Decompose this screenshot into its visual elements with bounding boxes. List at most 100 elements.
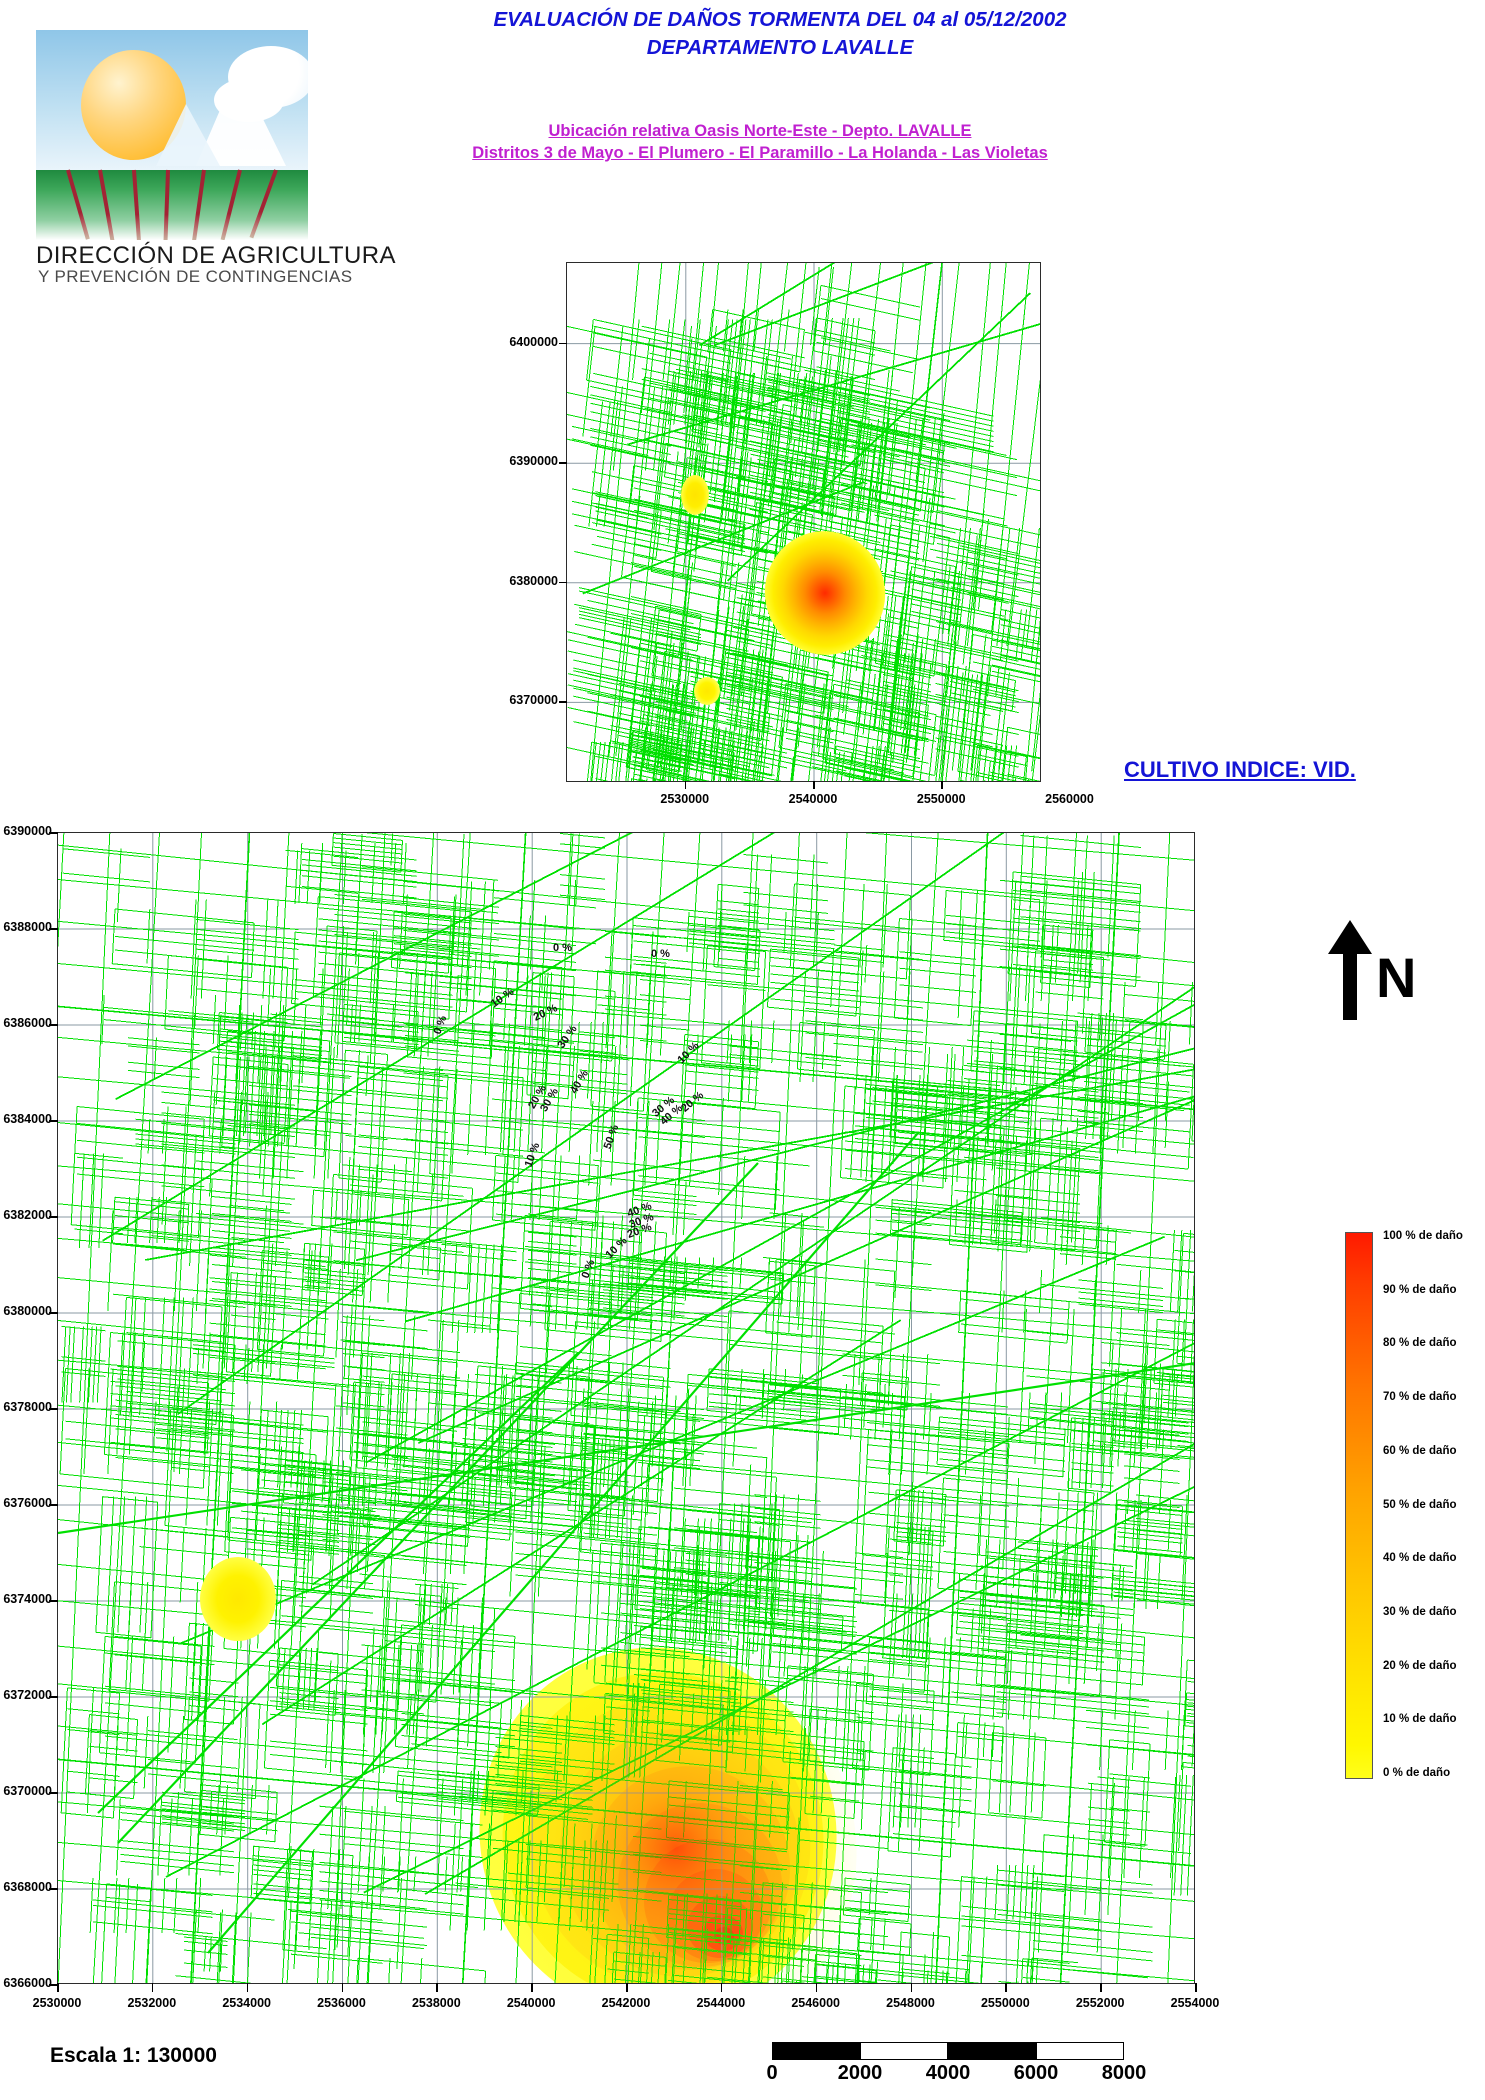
- main-y-tick: [49, 1888, 58, 1890]
- main-y-tick-label: 6390000: [3, 824, 52, 838]
- main-y-tick: [49, 1984, 58, 1986]
- inset-x-tick: [684, 781, 687, 789]
- main-y-tick: [49, 1024, 58, 1026]
- scale-bar-tick-label: 8000: [1101, 2062, 1147, 2084]
- main-x-tick-label: 2538000: [411, 1996, 461, 2010]
- main-x-tick: [910, 1983, 913, 1992]
- main-x-tick-label: 2540000: [506, 1996, 556, 2010]
- legend-entry-label: 90 % de daño: [1383, 1283, 1457, 1296]
- legend-color-bar: [1345, 1232, 1373, 1779]
- subtitle-line-1: Ubicación relativa Oasis Norte-Este - De…: [548, 122, 972, 140]
- main-x-tick: [1005, 1983, 1007, 1992]
- logo-title-line1: DIRECCIÓN DE AGRICULTURA: [36, 242, 396, 269]
- road-line: [207, 1132, 919, 1954]
- main-x-tick-label: 2544000: [696, 1996, 746, 2010]
- main-y-tick: [49, 1504, 58, 1506]
- main-y-tick: [49, 1120, 58, 1122]
- inset-x-tick-label: 2560000: [1045, 792, 1094, 806]
- road-line: [97, 1352, 579, 1814]
- main-x-tick-label: 2548000: [886, 1996, 935, 2010]
- main-y-tick-label: 6382000: [3, 1208, 52, 1222]
- scale-bar-tick-label: 4000: [925, 2062, 971, 2084]
- inset-y-tick-label: 6370000: [509, 693, 558, 708]
- legend-entry-label: 60 % de daño: [1383, 1444, 1457, 1457]
- damage-blob: [764, 531, 886, 655]
- main-map-canvas: [58, 833, 1194, 1983]
- legend-entry-label: 30 % de daño: [1383, 1605, 1457, 1618]
- road-line: [117, 1162, 759, 1844]
- north-arrow-label: N: [1376, 946, 1417, 1009]
- scale-bar-segment: [948, 2042, 1036, 2060]
- main-y-tick-label: 6380000: [3, 1304, 52, 1318]
- scale-bar: 0 2000 4000 6000 8000: [766, 2042, 1146, 2094]
- main-x-tick-label: 2530000: [32, 1996, 82, 2010]
- main-x-tick: [151, 1983, 154, 1992]
- main-y-tick: [49, 832, 58, 834]
- legend-entry-label: 80 % de daño: [1383, 1337, 1457, 1350]
- main-damage-map: 0 %0 %0 %10 %20 %0 %30 %10 %40 %20 %30 %…: [57, 832, 1195, 1984]
- main-x-tick: [626, 1983, 628, 1992]
- damage-blob: [200, 1557, 276, 1641]
- main-x-tick: [57, 1983, 59, 1992]
- main-x-tick: [436, 1983, 438, 1992]
- legend-entry-label: 10 % de daño: [1383, 1713, 1457, 1726]
- road-line: [58, 1362, 1194, 1535]
- main-y-tick: [49, 1408, 58, 1410]
- main-y-tick: [49, 1600, 58, 1602]
- legend-entry-label: 0 % de daño: [1383, 1767, 1451, 1779]
- main-x-tick-label: 2534000: [222, 1996, 271, 2010]
- main-y-tick-label: 6376000: [3, 1496, 52, 1510]
- main-x-tick-label: 2552000: [1075, 1996, 1125, 2010]
- main-x-tick: [341, 1983, 344, 1992]
- main-y-tick-label: 6366000: [3, 1976, 52, 1990]
- scale-bar-tick-label: 0: [766, 2062, 778, 2084]
- main-x-tick-label: 2542000: [601, 1996, 651, 2010]
- main-y-tick-label: 6368000: [3, 1880, 52, 1894]
- main-y-tick: [49, 1312, 58, 1314]
- north-arrow: N: [1320, 920, 1440, 1030]
- main-x-tick-label: 2536000: [317, 1996, 366, 2010]
- main-x-tick-label: 2532000: [127, 1996, 177, 2010]
- north-arrow-icon: [1328, 920, 1372, 1020]
- inset-y-tick: [559, 462, 567, 464]
- title-line-2: DEPARTAMENTO LAVALLE: [646, 36, 914, 59]
- legend-entry-label: 40 % de daño: [1383, 1552, 1457, 1565]
- inset-x-tick: [813, 781, 815, 789]
- legend-entry-label: 100 % de daño: [1383, 1230, 1463, 1242]
- inset-y-tick: [559, 342, 567, 345]
- inset-y-tick: [559, 581, 567, 584]
- contour-label: 0 %: [553, 942, 572, 954]
- main-y-tick-label: 6370000: [3, 1784, 52, 1798]
- main-y-tick: [49, 1216, 58, 1218]
- mountain-icon-small: [156, 104, 220, 166]
- main-y-tick-label: 6388000: [3, 920, 52, 934]
- main-y-tick: [49, 1696, 58, 1698]
- scale-text: Escala 1: 130000: [50, 2044, 217, 2067]
- page-title: EVALUACIÓN DE DAÑOS TORMENTA DEL 04 al 0…: [430, 6, 1130, 62]
- legend-entry-label: 70 % de daño: [1383, 1391, 1457, 1404]
- logo-illustration: [36, 30, 308, 240]
- main-y-tick-label: 6386000: [3, 1016, 52, 1030]
- main-y-tick-label: 6384000: [3, 1112, 52, 1126]
- main-x-tick-label: 2554000: [1170, 1996, 1220, 2010]
- contour-label: 0 %: [651, 948, 670, 960]
- inset-x-tick-label: 2530000: [660, 792, 710, 806]
- main-x-tick: [1195, 1983, 1197, 1992]
- main-x-tick-label: 2550000: [980, 1996, 1030, 2010]
- main-x-tick-label: 2546000: [791, 1996, 840, 2010]
- scale-bar-segment: [1036, 2042, 1124, 2060]
- main-y-tick: [49, 1792, 58, 1794]
- main-y-tick: [49, 928, 58, 930]
- damage-blob: [681, 475, 709, 515]
- inset-map-frame: [566, 262, 1041, 782]
- inset-y-tick-label: 6400000: [509, 334, 558, 349]
- legend-entry-label: 50 % de daño: [1383, 1498, 1457, 1511]
- inset-location-map: 6400000 6390000 6380000 6370000 2530000 25400…: [509, 262, 1094, 806]
- inset-y-tick: [559, 701, 567, 703]
- inset-y-tick-label: 6390000: [509, 454, 558, 469]
- inset-y-tick-label: 6380000: [509, 573, 558, 588]
- inset-x-tick: [941, 781, 943, 789]
- scale-bar-segment: [860, 2042, 948, 2060]
- scale-bar-segment: [772, 2042, 860, 2060]
